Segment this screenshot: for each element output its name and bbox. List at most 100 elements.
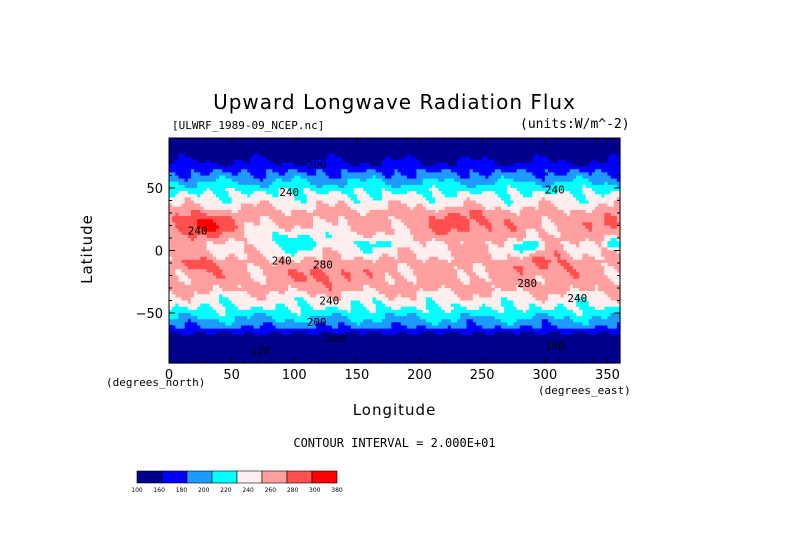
flux-cell: [579, 181, 584, 186]
flux-cell: [566, 144, 571, 148]
flux-cell: [241, 159, 245, 164]
flux-cell: [344, 197, 349, 202]
flux-cell: [428, 166, 433, 170]
flux-cell: [566, 163, 571, 167]
flux-cell: [313, 163, 317, 167]
flux-cell: [169, 150, 173, 155]
flux-cell: [325, 184, 330, 189]
flux-cell: [228, 144, 233, 148]
flux-cell: [573, 194, 577, 198]
flux-cell: [388, 197, 392, 202]
flux-cell: [563, 172, 568, 177]
flux-cell: [341, 181, 345, 186]
flux-cell: [334, 181, 339, 186]
flux-cell: [250, 141, 255, 145]
x-axis-label: Longitude: [352, 401, 437, 419]
flux-cell: [253, 175, 258, 180]
flux-cell: [331, 197, 336, 202]
flux-cell: [325, 163, 330, 167]
flux-cell: [241, 206, 245, 211]
flux-cell: [544, 150, 549, 155]
flux-cell: [353, 194, 358, 198]
flux-cell: [569, 138, 574, 142]
flux-cell: [438, 194, 443, 198]
flux-cell: [491, 181, 496, 186]
flux-cell: [482, 163, 486, 167]
flux-cell: [266, 153, 270, 158]
flux-cell: [262, 191, 267, 195]
flux-cell: [425, 141, 430, 145]
flux-cell: [491, 184, 496, 189]
flux-cell: [234, 150, 239, 155]
flux-cell: [272, 138, 277, 142]
flux-cell: [322, 200, 327, 205]
flux-cell: [253, 144, 258, 148]
flux-cell: [457, 178, 461, 183]
flux-cell: [507, 181, 511, 186]
flux-cell: [475, 156, 480, 161]
flux-cell: [391, 153, 396, 158]
flux-cell: [422, 181, 427, 186]
flux-cell: [554, 175, 558, 180]
flux-cell: [256, 175, 261, 180]
flux-cell: [241, 194, 245, 198]
flux-cell: [222, 184, 226, 189]
flux-cell: [266, 200, 270, 205]
flux-cell: [247, 166, 252, 170]
flux-cell: [532, 194, 537, 198]
flux-cell: [516, 184, 521, 189]
flux-cell: [366, 200, 371, 205]
flux-cell: [469, 156, 474, 161]
flux-cell: [488, 144, 493, 148]
flux-cell: [334, 159, 339, 164]
flux-cell: [444, 147, 449, 152]
flux-cell: [494, 194, 499, 198]
flux-cell: [206, 150, 211, 155]
flux-cell: [532, 169, 537, 173]
flux-cell: [300, 163, 305, 167]
flux-cell: [363, 144, 367, 148]
flux-cell: [225, 184, 230, 189]
flux-cell: [372, 163, 377, 167]
flux-cell: [247, 191, 252, 195]
flux-cell: [432, 159, 436, 164]
flux-cell: [613, 200, 618, 205]
flux-cell: [504, 172, 508, 177]
flux-cell: [347, 156, 352, 161]
flux-cell: [557, 175, 562, 180]
flux-cell: [460, 153, 465, 158]
flux-cell: [231, 203, 236, 208]
flux-cell: [281, 156, 286, 161]
flux-cell: [338, 178, 342, 183]
flux-cell: [598, 163, 602, 167]
flux-cell: [231, 200, 236, 205]
flux-cell: [328, 191, 333, 195]
flux-cell: [306, 188, 311, 192]
flux-cell: [526, 188, 530, 192]
flux-cell: [375, 188, 380, 192]
flux-cell: [190, 178, 195, 183]
flux-cell: [407, 206, 411, 211]
flux-cell: [222, 150, 226, 155]
flux-cell: [485, 138, 490, 142]
flux-cell: [347, 178, 352, 183]
flux-cell: [344, 156, 349, 161]
flux-cell: [563, 166, 568, 170]
flux-cell: [494, 172, 499, 177]
flux-cell: [403, 191, 408, 195]
flux-cell: [460, 181, 465, 186]
flux-cell: [325, 175, 330, 180]
flux-cell: [432, 197, 436, 202]
flux-cell: [309, 181, 314, 186]
flux-cell: [237, 166, 242, 170]
flux-cell: [535, 144, 540, 148]
flux-cell: [516, 150, 521, 155]
flux-cell: [535, 178, 540, 183]
flux-cell: [200, 144, 205, 148]
flux-cell: [303, 153, 308, 158]
flux-cell: [297, 163, 302, 167]
flux-cell: [303, 144, 308, 148]
flux-cell: [172, 181, 176, 186]
flux-cell: [526, 178, 530, 183]
flux-cell: [350, 144, 355, 148]
